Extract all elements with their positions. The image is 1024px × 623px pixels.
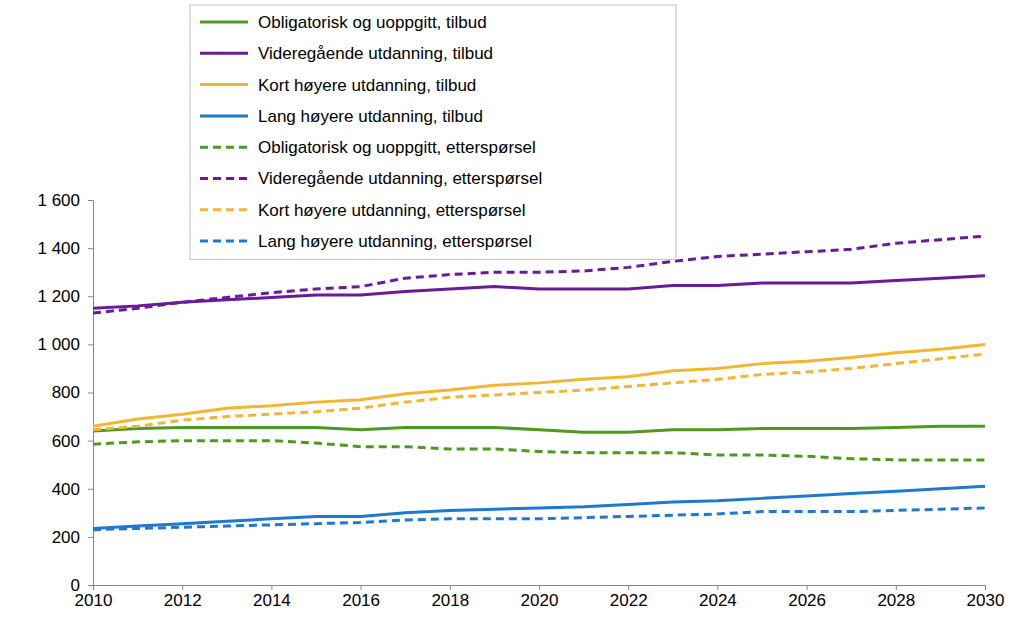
x-tick: 2022	[610, 585, 648, 610]
legend-swatch	[200, 52, 248, 55]
x-tick-label: 2010	[75, 591, 113, 610]
x-tick: 2026	[788, 585, 826, 610]
x-tick: 2018	[431, 585, 469, 610]
x-tick-label: 2018	[431, 591, 469, 610]
y-tick: 200	[52, 528, 93, 547]
x-tick-label: 2028	[877, 591, 915, 610]
legend-label: Obligatorisk og uoppgitt, tilbud	[258, 13, 487, 32]
legend-label: Videregående utdanning, etterspørsel	[258, 169, 542, 188]
legend-swatch	[200, 208, 248, 211]
x-tick-mark	[628, 585, 629, 590]
legend-swatch	[200, 21, 248, 24]
x-tick-label: 2022	[610, 591, 648, 610]
chart: 02004006008001 0001 2001 4001 6002010201…	[0, 0, 1024, 623]
y-tick-label: 1 600	[37, 191, 80, 210]
legend-box	[190, 5, 676, 259]
x-tick-label: 2020	[521, 591, 559, 610]
y-tick-label: 200	[52, 528, 80, 547]
y-tick-mark	[88, 537, 93, 538]
x-tick-label: 2014	[253, 591, 291, 610]
x-tick-mark	[539, 585, 540, 590]
x-tick-mark	[985, 585, 986, 590]
x-tick: 2030	[967, 585, 1005, 610]
x-tick: 2010	[75, 585, 113, 610]
x-tick: 2028	[877, 585, 915, 610]
legend-label: Obligatorisk og uoppgitt, etterspørsel	[258, 138, 536, 157]
y-tick: 1 400	[37, 239, 93, 258]
x-axis-line	[94, 586, 986, 591]
y-tick-mark	[88, 296, 93, 297]
y-tick-mark	[88, 200, 93, 201]
x-tick: 2020	[521, 585, 559, 610]
x-tick: 2024	[699, 585, 737, 610]
legend-swatch	[200, 146, 248, 149]
y-tick: 1 200	[37, 287, 93, 306]
x-tick-label: 2016	[342, 591, 380, 610]
y-tick-label: 800	[52, 383, 80, 402]
series-line	[93, 426, 985, 432]
series-line	[93, 441, 985, 460]
x-tick: 2014	[253, 585, 291, 610]
y-tick-label: 400	[52, 480, 80, 499]
legend-swatch	[200, 83, 248, 86]
x-tick-mark	[717, 585, 718, 590]
y-axis-line	[88, 201, 94, 586]
y-tick-label: 1 200	[37, 287, 80, 306]
legend-label: Kort høyere utdanning, etterspørsel	[258, 201, 525, 220]
legend-label: Lang høyere utdanning, etterspørsel	[258, 232, 532, 251]
series-line	[93, 276, 985, 308]
legend-swatch	[200, 114, 248, 117]
x-tick-label: 2024	[699, 591, 737, 610]
y-tick-label: 1 000	[37, 335, 80, 354]
y-tick-mark	[88, 248, 93, 249]
y-axis: 02004006008001 0001 2001 4001 600	[37, 191, 93, 595]
y-tick-mark	[88, 441, 93, 442]
y-tick-mark	[88, 344, 93, 345]
x-tick-label: 2030	[967, 591, 1005, 610]
y-tick: 600	[52, 432, 93, 451]
x-tick: 2012	[164, 585, 202, 610]
series-line	[93, 344, 985, 426]
x-tick-label: 2026	[788, 591, 826, 610]
x-axis: 2010 2012 2014 2016 2018 2020 2022 2024 2026 2028…	[75, 585, 1005, 610]
x-tick: 2016	[342, 585, 380, 610]
legend: Obligatorisk og uoppgitt, tilbud Videregå…	[190, 5, 676, 259]
y-tick: 800	[52, 383, 93, 402]
y-tick-mark	[88, 585, 93, 586]
y-tick: 1 000	[37, 335, 93, 354]
series-line	[93, 486, 985, 528]
y-tick-mark	[88, 489, 93, 490]
y-tick-mark	[88, 393, 93, 394]
x-tick-mark	[361, 585, 362, 590]
y-tick-label: 1 400	[37, 239, 80, 258]
x-tick-mark	[93, 585, 94, 590]
legend-swatch	[200, 240, 248, 243]
x-tick-label: 2012	[164, 591, 202, 610]
x-tick-mark	[896, 585, 897, 590]
legend-label: Videregående utdanning, tilbud	[258, 44, 493, 63]
series-line	[93, 508, 985, 530]
x-tick-mark	[450, 585, 451, 590]
legend-label: Lang høyere utdanning, tilbud	[258, 107, 483, 126]
x-tick-mark	[807, 585, 808, 590]
y-tick-label: 600	[52, 432, 80, 451]
series-line	[93, 354, 985, 430]
x-tick-mark	[182, 585, 183, 590]
y-tick: 1 600	[37, 191, 93, 210]
lines	[93, 236, 985, 530]
x-tick-mark	[271, 585, 272, 590]
y-tick: 400	[52, 480, 93, 499]
legend-swatch	[200, 177, 248, 180]
legend-label: Kort høyere utdanning, tilbud	[258, 76, 476, 95]
